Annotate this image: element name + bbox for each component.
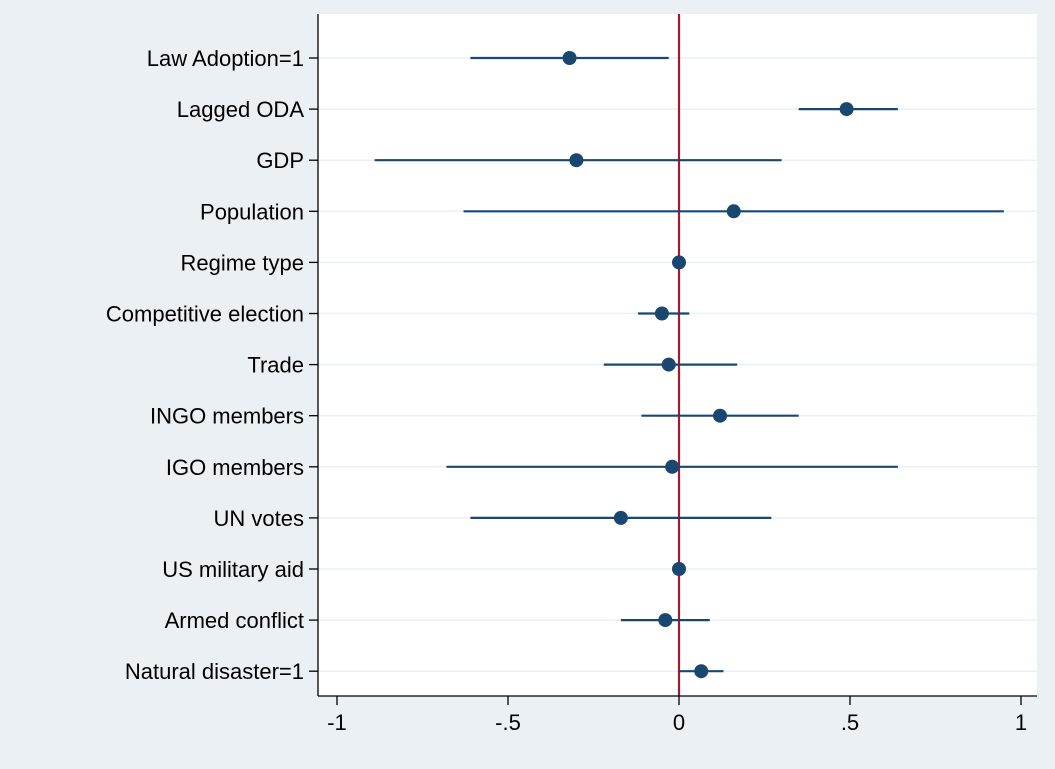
point-estimate (694, 664, 709, 679)
x-tick-label: 0 (673, 710, 685, 735)
x-tick-label: .5 (841, 710, 859, 735)
x-tick-label: -1 (327, 710, 347, 735)
point-estimate (672, 255, 686, 270)
point-estimate (562, 51, 577, 65)
y-tick-label: Natural disaster=1 (125, 659, 304, 684)
point-estimates (562, 51, 854, 679)
point-estimate (713, 408, 728, 423)
y-tick-label: Competitive election (106, 302, 304, 327)
y-tick-label: US military aid (162, 557, 304, 582)
y-axis: Law Adoption=1 Lagged ODA GDP Population Reg… (106, 14, 319, 696)
point-estimate (613, 510, 628, 525)
point-estimate (665, 459, 680, 474)
point-estimate (726, 204, 741, 219)
point-estimate (672, 562, 686, 576)
point-estimate (661, 357, 676, 372)
y-tick-label: Armed conflict (165, 608, 304, 633)
y-tick-label: UN votes (214, 506, 304, 531)
point-estimate (658, 613, 673, 628)
y-tick-label: IGO members (166, 455, 304, 480)
x-tick-label: 1 (1015, 710, 1027, 735)
y-tick-label: Lagged ODA (177, 97, 305, 122)
x-axis: -1 -.5 0 .5 1 (318, 695, 1037, 735)
y-tick-label: GDP (256, 148, 304, 173)
point-estimate (569, 153, 584, 168)
point-estimate (654, 306, 669, 321)
y-tick-label: Population (200, 199, 304, 224)
y-tick-label: INGO members (150, 404, 304, 429)
point-estimate (839, 102, 854, 117)
y-tick-label: Law Adoption=1 (147, 46, 304, 71)
y-tick-label: Trade (247, 353, 304, 378)
plot-area (318, 14, 1037, 696)
y-tick-label: Regime type (180, 250, 304, 275)
x-tick-label: -.5 (495, 710, 521, 735)
